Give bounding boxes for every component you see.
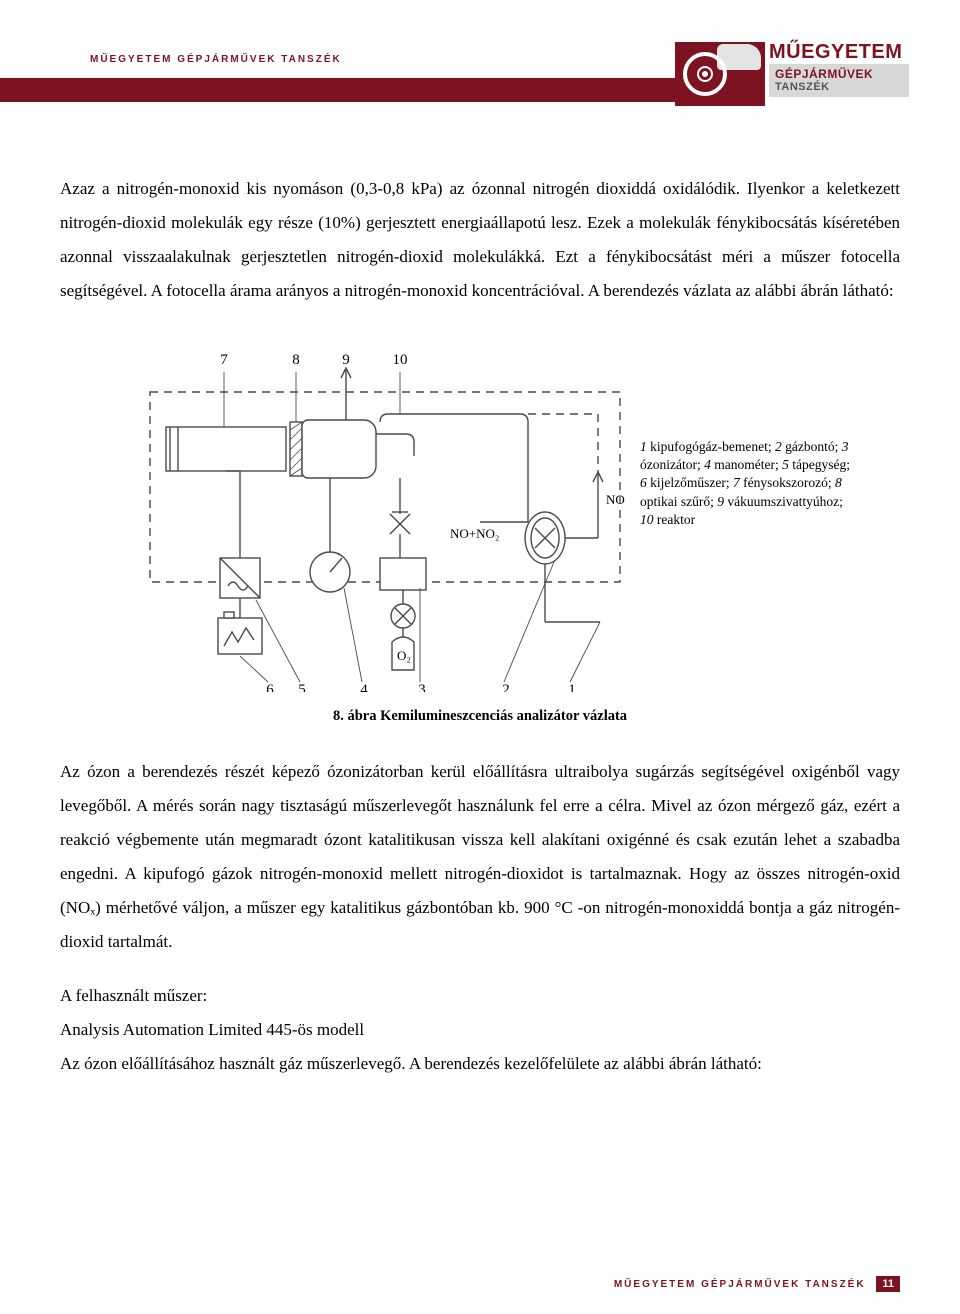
label-o2: O₂ xyxy=(397,648,411,663)
botlabel-4: 4 xyxy=(360,682,368,692)
instrument-model: Analysis Automation Limited 445-ös model… xyxy=(60,1013,900,1047)
legend-3: ózonizátor xyxy=(640,457,697,472)
figure-caption: 8. ábra Kemilumineszcenciás analizátor v… xyxy=(60,708,900,725)
toplabel-8: 8 xyxy=(292,352,300,368)
legend-10: reaktor xyxy=(657,512,695,527)
footer-text: MŰEGYETEM GÉPJÁRMŰVEK TANSZÉK xyxy=(614,1279,866,1290)
toplabel-9: 9 xyxy=(342,352,350,368)
logo-wheel-icon xyxy=(683,52,727,96)
figure-legend: 1 kipufogógáz-bemenet; 2 gázbontó; 3 ózo… xyxy=(640,438,850,529)
logo-text-block: MŰEGYETEM GÉPJÁRMŰVEK TANSZÉK xyxy=(769,42,909,97)
paragraph-1: Azaz a nitrogén-monoxid kis nyomáson (0,… xyxy=(60,172,900,308)
header-logo: MŰEGYETEM GÉPJÁRMŰVEK TANSZÉK xyxy=(675,42,910,112)
instrument-note: Az ózon előállításához használt gáz műsz… xyxy=(60,1047,900,1081)
botlabel-3: 3 xyxy=(418,682,426,692)
header-red-bar xyxy=(0,78,720,102)
botlabel-5: 5 xyxy=(298,682,306,692)
logo-sub1: GÉPJÁRMŰVEK xyxy=(775,67,903,81)
legend-2: gázbontó xyxy=(785,439,835,454)
header-institution-small: MŰEGYETEM GÉPJÁRMŰVEK TANSZÉK xyxy=(90,54,342,65)
page-footer: MŰEGYETEM GÉPJÁRMŰVEK TANSZÉK 11 xyxy=(614,1276,900,1292)
logo-red-block xyxy=(675,42,765,106)
page-header: MŰEGYETEM GÉPJÁRMŰVEK TANSZÉK MŰEGYETEM … xyxy=(60,32,900,112)
legend-9: vákuumszivattyúhoz xyxy=(727,494,839,509)
botlabel-6: 6 xyxy=(266,682,274,692)
instrument-heading: A felhasznált műszer: xyxy=(60,979,900,1013)
footer-page-number: 11 xyxy=(876,1276,900,1292)
logo-sub2: TANSZÉK xyxy=(775,81,903,93)
botlabel-2: 2 xyxy=(502,682,510,692)
figure-schematic: NO+NO₂ O₂ NO 7 8 9 10 6 5 4 3 2 1 xyxy=(100,322,860,692)
logo-sub-box: GÉPJÁRMŰVEK TANSZÉK xyxy=(769,64,909,97)
page: MŰEGYETEM GÉPJÁRMŰVEK TANSZÉK MŰEGYETEM … xyxy=(0,0,960,1314)
legend-6: kijelzőműszer xyxy=(650,475,726,490)
label-no: NO xyxy=(606,492,625,507)
paragraph-2: Az ózon a berendezés részét képező ózoni… xyxy=(60,755,900,959)
legend-1: kipufogógáz-bemenet xyxy=(650,439,768,454)
legend-4: manométer xyxy=(714,457,775,472)
logo-main-text: MŰEGYETEM xyxy=(769,42,909,62)
legend-5: tápegység xyxy=(792,457,846,472)
legend-8: optikai szűrő xyxy=(640,494,710,509)
toplabel-7: 7 xyxy=(220,352,228,368)
legend-7: fénysokszorozó xyxy=(743,475,828,490)
toplabel-10: 10 xyxy=(393,352,408,368)
botlabel-1: 1 xyxy=(568,682,576,692)
label-no-no2: NO+NO₂ xyxy=(450,526,499,541)
